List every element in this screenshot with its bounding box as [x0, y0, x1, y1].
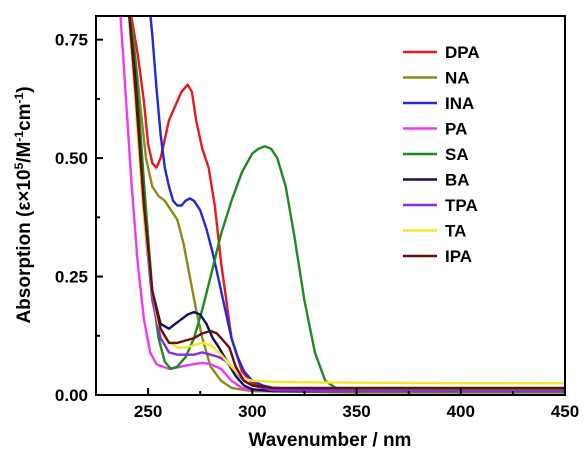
- series-line-pa: [119, 16, 565, 393]
- y-axis: 0.00 0.25 0.50 0.75: [55, 31, 103, 405]
- series-line-dpa: [130, 16, 565, 392]
- legend-label-sa: SA: [445, 145, 469, 164]
- y-tick-label: 0.75: [55, 31, 88, 50]
- x-tick-label: 450: [551, 402, 579, 421]
- legend-label-pa: PA: [445, 120, 467, 139]
- y-tick-label: 0.50: [55, 149, 88, 168]
- x-tick-label: 300: [238, 402, 266, 421]
- series-line-tpa: [127, 16, 565, 393]
- legend-label-ba: BA: [445, 171, 470, 190]
- series-layer: [119, 16, 565, 394]
- y-axis-title: Absorption (ε×105/M-1cm-1): [12, 86, 35, 323]
- x-axis: 250 300 350 400 450: [134, 388, 579, 421]
- x-tick-label: 400: [447, 402, 475, 421]
- legend-label-ipa: IPA: [445, 247, 472, 266]
- plot-frame: [95, 15, 566, 396]
- series-line-sa: [128, 16, 565, 391]
- legend-label-na: NA: [445, 69, 470, 88]
- x-tick-label: 350: [342, 402, 370, 421]
- legend-label-ta: TA: [445, 222, 466, 241]
- series-line-na: [129, 16, 565, 394]
- series-line-ipa: [128, 16, 565, 390]
- y-tick-label: 0.00: [55, 386, 88, 405]
- x-axis-title: Wavenumber / nm: [249, 430, 412, 451]
- series-line-ba: [128, 16, 565, 393]
- legend-label-dpa: DPA: [445, 43, 480, 62]
- legend-label-tpa: TPA: [445, 196, 478, 215]
- y-tick-label: 0.25: [55, 268, 88, 287]
- x-tick-label: 250: [134, 402, 162, 421]
- series-line-ta: [127, 16, 565, 385]
- legend-label-ina: INA: [445, 94, 474, 113]
- legend: DPA NA INA PA SA BA TPA TA IPA: [403, 43, 480, 266]
- series-line-ina: [149, 16, 565, 392]
